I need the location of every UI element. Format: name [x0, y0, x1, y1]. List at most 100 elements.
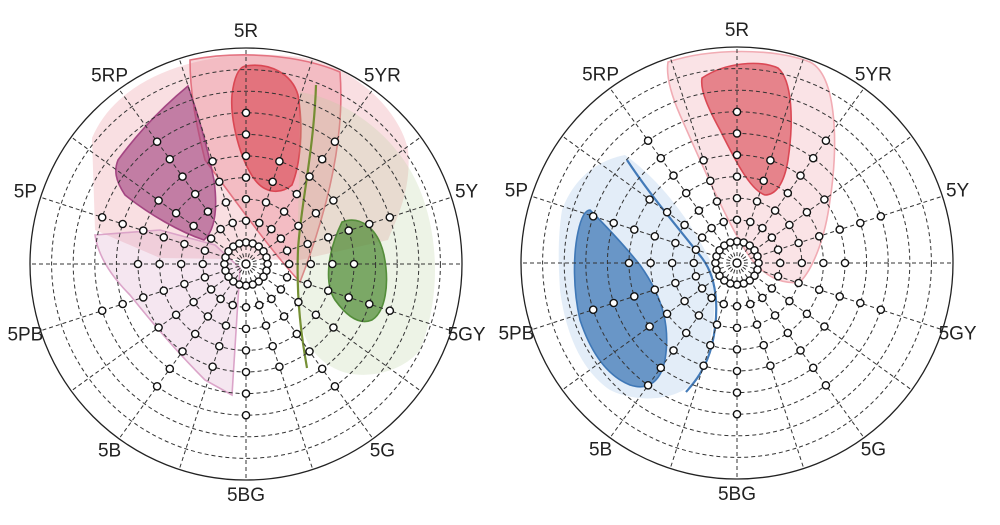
hue-label-5pb: 5PB	[498, 324, 534, 345]
sample-point	[712, 265, 721, 275]
sample-point	[726, 238, 735, 247]
color-regions	[92, 54, 435, 397]
sample-point	[165, 364, 175, 374]
sample-point	[770, 206, 780, 215]
sample-point	[241, 216, 251, 226]
sample-point	[671, 278, 680, 288]
sample-point	[694, 311, 704, 320]
sample-point	[669, 346, 678, 355]
sample-point	[317, 154, 327, 164]
sample-point	[241, 151, 251, 161]
sample-point	[662, 207, 672, 217]
sample-points	[97, 108, 395, 420]
sample-point	[263, 259, 272, 269]
sample-point	[662, 309, 672, 319]
sample-point	[588, 211, 598, 221]
sample-point	[208, 362, 217, 372]
sample-point	[200, 246, 210, 255]
sample-point	[241, 410, 251, 420]
sample-point	[292, 189, 302, 199]
sample-point	[152, 137, 162, 146]
center-point	[241, 259, 251, 269]
sample-point	[770, 311, 780, 320]
sample-point	[328, 259, 337, 269]
sample-point	[767, 284, 777, 293]
hue-labels: 5R 5YR 5Y 5GY 5G 5BG 5B 5PB 5P 5RP	[498, 20, 976, 505]
sample-point	[180, 239, 189, 249]
sample-point	[330, 137, 340, 146]
sample-point	[719, 299, 729, 309]
sample-point	[159, 232, 169, 242]
sample-point	[681, 328, 691, 338]
sample-point	[821, 380, 831, 390]
sample-point	[732, 129, 742, 138]
sample-point	[681, 188, 691, 198]
sample-point	[267, 224, 276, 234]
sample-point	[835, 225, 845, 234]
sample-point	[176, 259, 186, 269]
outer-circle	[520, 46, 954, 480]
sample-point	[294, 297, 303, 307]
sample-point	[753, 251, 762, 261]
sample-point	[279, 207, 289, 216]
sample-point	[171, 208, 181, 218]
sample-point	[180, 279, 189, 289]
sample-point	[732, 215, 742, 225]
sample-point	[228, 300, 237, 310]
sample-point	[138, 293, 148, 302]
sample-point	[856, 298, 865, 308]
sample-point	[783, 188, 793, 198]
sample-point	[691, 245, 701, 254]
sample-point	[732, 237, 742, 246]
sample-point	[876, 211, 886, 221]
sample-point	[267, 294, 276, 304]
sample-point	[754, 258, 763, 268]
hue-label-5rp: 5RP	[582, 64, 619, 85]
hue-labels: 5R 5YR 5Y 5GY 5G 5BG 5B 5PB 5P 5RP	[7, 21, 485, 506]
sample-point	[189, 221, 198, 231]
sample-point	[200, 272, 210, 282]
sample-point	[739, 279, 749, 288]
sample-point	[248, 280, 257, 289]
sample-point	[275, 362, 284, 372]
sample-point	[216, 294, 225, 304]
sample-point	[680, 296, 689, 306]
sample-point	[284, 259, 294, 269]
sample-point	[221, 198, 231, 207]
sample-point	[732, 150, 742, 160]
sample-point	[292, 329, 302, 339]
sample-point	[178, 172, 187, 181]
sample-point	[198, 259, 208, 269]
sample-point	[609, 298, 619, 308]
sample-point	[208, 156, 217, 166]
sample-point	[767, 233, 777, 242]
sample-point	[241, 346, 251, 355]
sample-point	[732, 345, 742, 354]
sample-point	[262, 252, 271, 262]
sample-point	[758, 293, 767, 303]
sample-point	[241, 194, 251, 204]
sample-point	[752, 197, 762, 206]
sample-point	[796, 346, 805, 355]
sample-point	[152, 381, 162, 391]
sample-point	[294, 221, 303, 231]
sample-point	[646, 258, 655, 268]
sample-point	[689, 258, 699, 268]
sample-point	[697, 233, 707, 242]
sample-point	[746, 217, 755, 227]
sample-point	[329, 196, 338, 205]
sample-point	[178, 347, 187, 356]
sample-point	[279, 312, 289, 321]
sample-point	[323, 286, 333, 296]
sample-point	[785, 296, 794, 306]
sample-point	[707, 223, 716, 233]
sample-point	[706, 176, 715, 186]
sample-point	[645, 195, 654, 204]
sample-point	[203, 207, 213, 216]
sample-point	[311, 310, 321, 320]
region-olive-boundary	[296, 84, 318, 369]
hue-label-5r: 5R	[725, 20, 749, 41]
sample-point	[323, 232, 333, 242]
hue-label-5g: 5G	[861, 440, 886, 461]
